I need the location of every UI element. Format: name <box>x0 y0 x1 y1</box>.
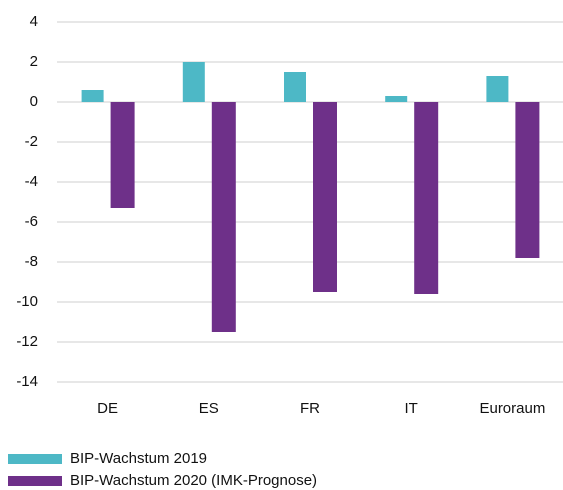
bar <box>313 102 337 292</box>
x-tick-label: Euroraum <box>479 400 545 417</box>
x-tick-label: ES <box>199 400 219 417</box>
x-tick-label: FR <box>300 400 320 417</box>
y-tick-label: 2 <box>30 53 38 70</box>
bar <box>211 102 236 332</box>
y-tick-label: -14 <box>16 373 38 390</box>
bar <box>81 90 104 102</box>
y-tick-label: 0 <box>30 93 38 110</box>
bar <box>182 62 205 102</box>
x-tick-label: DE <box>97 400 118 417</box>
y-tick-label: -8 <box>25 253 38 270</box>
legend-swatch <box>8 454 62 464</box>
bar <box>284 72 306 102</box>
bar <box>385 96 408 102</box>
y-tick-label: 4 <box>30 13 38 30</box>
bar <box>486 76 509 102</box>
y-tick-label: -6 <box>25 213 38 230</box>
legend-label: BIP-Wachstum 2020 (IMK-Prognose) <box>70 472 317 489</box>
legend-swatch <box>8 476 62 486</box>
y-tick-label: -12 <box>16 333 38 350</box>
bar <box>414 102 439 294</box>
y-tick-label: -4 <box>25 173 38 190</box>
y-tick-label: -10 <box>16 293 38 310</box>
bar <box>515 102 540 258</box>
legend-label: BIP-Wachstum 2019 <box>70 450 207 467</box>
x-tick-label: IT <box>405 400 418 417</box>
bar <box>110 102 135 208</box>
y-tick-label: -2 <box>25 133 38 150</box>
